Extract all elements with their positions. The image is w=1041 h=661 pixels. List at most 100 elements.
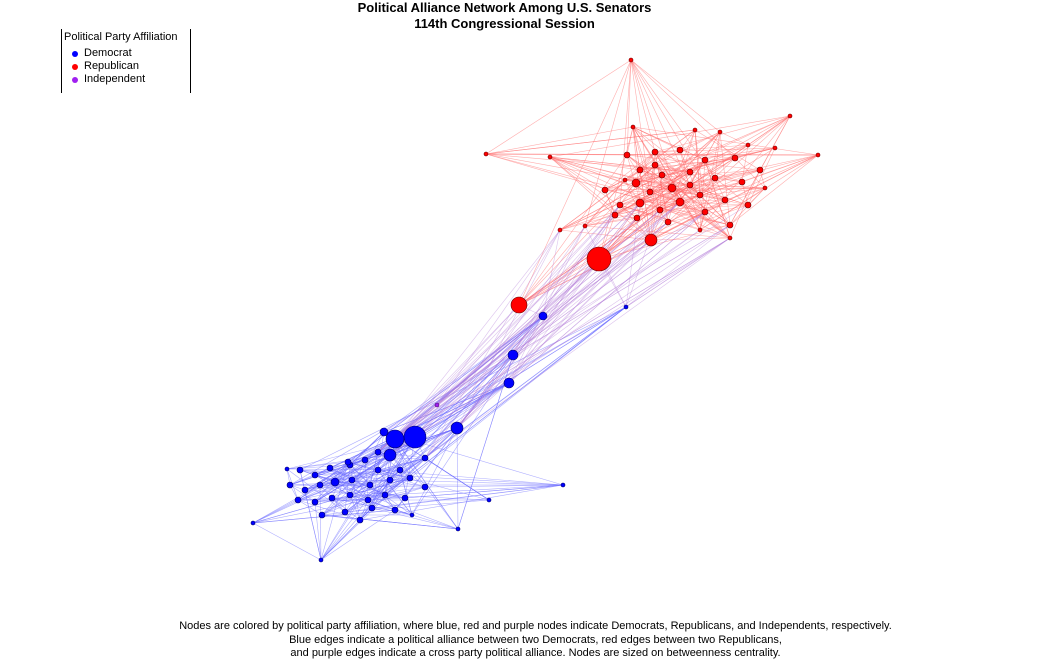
edge — [598, 126, 634, 260]
edge — [624, 179, 766, 189]
edge — [320, 461, 349, 561]
edge — [314, 474, 386, 496]
edge — [436, 229, 561, 406]
edge — [598, 131, 721, 260]
republican-node — [651, 161, 659, 169]
edge — [347, 461, 490, 501]
republican-node — [631, 178, 641, 188]
edge — [334, 479, 391, 483]
edge — [319, 484, 322, 561]
edge — [424, 237, 731, 459]
edge — [518, 59, 632, 306]
edge — [679, 201, 731, 239]
edge — [485, 153, 691, 173]
edge — [632, 126, 652, 241]
edge — [456, 221, 669, 429]
edge — [321, 514, 361, 521]
edge — [377, 202, 641, 453]
edge — [319, 306, 627, 486]
democrat-node — [401, 494, 409, 502]
republican-node — [628, 57, 634, 63]
republican-node — [644, 233, 658, 247]
edge — [625, 209, 661, 308]
republican-node — [646, 188, 654, 196]
edge — [549, 156, 616, 216]
democrat-node — [386, 476, 394, 484]
edge — [689, 157, 736, 173]
republican-node — [745, 142, 751, 148]
republican-node — [656, 206, 664, 214]
edge — [630, 59, 691, 186]
republican-node — [510, 296, 528, 314]
edge — [456, 427, 459, 530]
edge — [650, 164, 656, 241]
edge — [411, 427, 458, 516]
edge — [649, 131, 721, 193]
edge — [512, 224, 731, 356]
edge — [321, 315, 544, 516]
edge — [512, 201, 681, 356]
democrat-node — [296, 466, 304, 474]
chart-title-block: Political Alliance Network Among U.S. Se… — [0, 0, 1009, 32]
edge — [741, 154, 819, 183]
edge — [377, 209, 661, 453]
edge — [349, 464, 369, 501]
republican-node — [721, 196, 729, 204]
edge — [689, 157, 736, 186]
edge — [414, 258, 600, 438]
edge — [604, 179, 626, 191]
edge — [252, 454, 391, 524]
edge — [661, 115, 791, 176]
democrat-node — [374, 466, 382, 474]
edge — [384, 494, 490, 501]
edge — [456, 211, 706, 429]
democrat-node — [348, 476, 356, 484]
edge — [679, 201, 749, 206]
edge — [619, 59, 632, 206]
edge — [314, 306, 627, 503]
edge — [747, 115, 791, 146]
edge — [604, 189, 616, 216]
edge — [654, 144, 749, 153]
edge — [331, 457, 426, 499]
edge — [286, 461, 349, 470]
edge — [344, 457, 426, 513]
democrat-node — [403, 425, 427, 449]
democrat-node — [396, 466, 404, 474]
edge — [456, 239, 652, 429]
chart-subtitle: 114th Congressional Session — [414, 16, 595, 31]
edge — [456, 204, 621, 429]
edge — [404, 484, 564, 499]
democrat-dot-icon — [72, 51, 78, 57]
edge — [542, 258, 600, 317]
edge — [624, 179, 652, 241]
edge — [367, 486, 426, 501]
republican-node — [787, 113, 793, 119]
edge — [414, 237, 731, 438]
edge — [334, 481, 369, 501]
edge — [650, 204, 749, 241]
democrat-node — [391, 506, 399, 514]
edge — [639, 181, 743, 204]
edge — [394, 221, 669, 440]
legend: Political Party Affiliation Democrat Rep… — [61, 29, 191, 93]
edge — [389, 204, 621, 456]
edge — [714, 131, 721, 179]
republican-node — [651, 148, 659, 156]
edge — [624, 151, 656, 181]
democrat-node — [284, 466, 290, 472]
republican-node — [744, 201, 752, 209]
republican-node — [636, 166, 644, 174]
edge — [297, 479, 391, 501]
edge — [394, 306, 627, 440]
edge — [650, 174, 663, 241]
edge — [630, 59, 681, 203]
edge — [286, 468, 346, 513]
democrat-node — [507, 349, 519, 361]
caption-line-1: Nodes are colored by political party aff… — [179, 620, 892, 632]
legend-title: Political Party Affiliation — [64, 31, 178, 43]
edge — [351, 457, 426, 481]
democrat-node — [406, 474, 414, 482]
edge — [436, 239, 652, 406]
